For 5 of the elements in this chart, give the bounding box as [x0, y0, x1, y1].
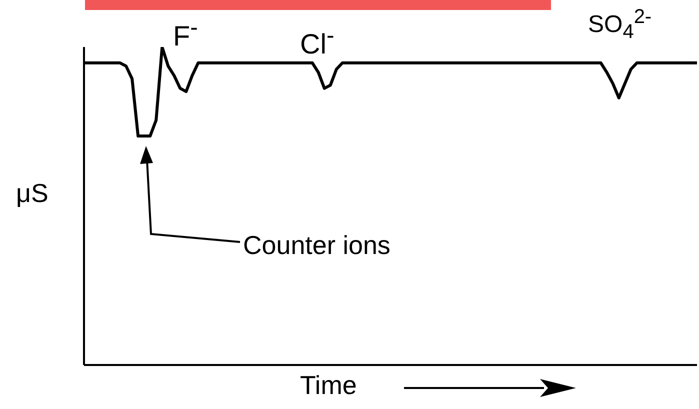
y-axis-title: μS — [16, 178, 48, 209]
annotation: Cl$^{-}$ — [300, 22, 334, 60]
annotation: F$^{-}$ — [173, 14, 198, 52]
annotation: Counter ions — [243, 230, 390, 261]
x-axis-title: Time — [300, 370, 357, 401]
